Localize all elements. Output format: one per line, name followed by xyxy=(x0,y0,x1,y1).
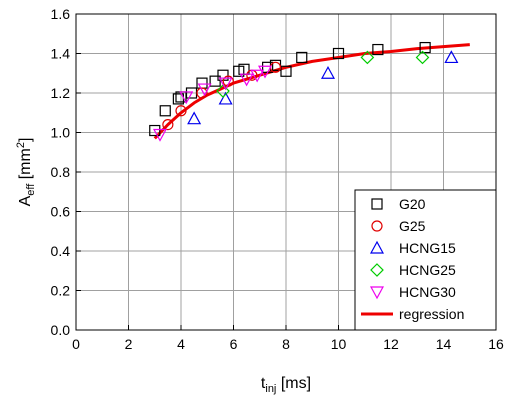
x-tick-label: 12 xyxy=(383,336,399,352)
y-tick-label: 1.0 xyxy=(51,125,71,141)
point-hcng15 xyxy=(322,67,334,78)
x-tick-label: 6 xyxy=(230,336,238,352)
markers xyxy=(150,43,458,141)
legend-label-g25: G25 xyxy=(399,218,426,234)
x-tick-label: 0 xyxy=(72,336,80,352)
x-axis-title-unit: [ms] xyxy=(276,375,311,392)
point-g20 xyxy=(160,106,170,116)
x-tick-label: 4 xyxy=(177,336,185,352)
legend-label-regression: regression xyxy=(399,306,464,322)
y-tick-label: 0.6 xyxy=(51,204,71,220)
y-tick-label: 0.2 xyxy=(51,283,71,299)
point-g20 xyxy=(210,76,220,86)
y-tick-label: 1.2 xyxy=(51,85,71,101)
x-axis-title: tinj [ms] xyxy=(261,375,311,395)
legend-label-hcng25: HCNG25 xyxy=(399,262,456,278)
legend-label-g20: G20 xyxy=(399,196,426,212)
y-axis-title-base: A xyxy=(17,195,34,206)
y-tick-label: 1.6 xyxy=(51,6,71,22)
legend-label-hcng30: HCNG30 xyxy=(399,284,456,300)
x-tick-labels: 0 2 4 6 8 10 12 14 16 xyxy=(72,336,504,352)
y-tick-label: 0.8 xyxy=(51,164,71,180)
point-g20 xyxy=(197,78,207,88)
legend: G20 G25 HCNG15 HCNG25 HCNG30 regression xyxy=(355,190,496,330)
y-axis-title-unit-post: ] xyxy=(17,138,34,142)
legend-label-hcng15: HCNG15 xyxy=(399,240,456,256)
y-axis-title-sub: eff xyxy=(25,183,37,196)
y-axis-title-unit-pre: [mm xyxy=(17,148,34,184)
x-tick-label: 10 xyxy=(331,336,347,352)
y-tick-label: 0.4 xyxy=(51,243,71,259)
y-tick-labels: 0.0 0.2 0.4 0.6 0.8 1.0 1.2 1.4 1.6 xyxy=(51,6,71,338)
x-tick-label: 2 xyxy=(125,336,133,352)
x-tick-label: 14 xyxy=(436,336,452,352)
point-hcng15 xyxy=(188,113,200,124)
y-axis-title: Aeff [mm2] xyxy=(15,138,37,207)
y-tick-label: 0.0 xyxy=(51,322,71,338)
y-tick-label: 1.4 xyxy=(51,46,71,62)
x-tick-label: 16 xyxy=(488,336,504,352)
x-axis-title-sub: inj xyxy=(265,383,276,395)
x-tick-label: 8 xyxy=(282,336,290,352)
